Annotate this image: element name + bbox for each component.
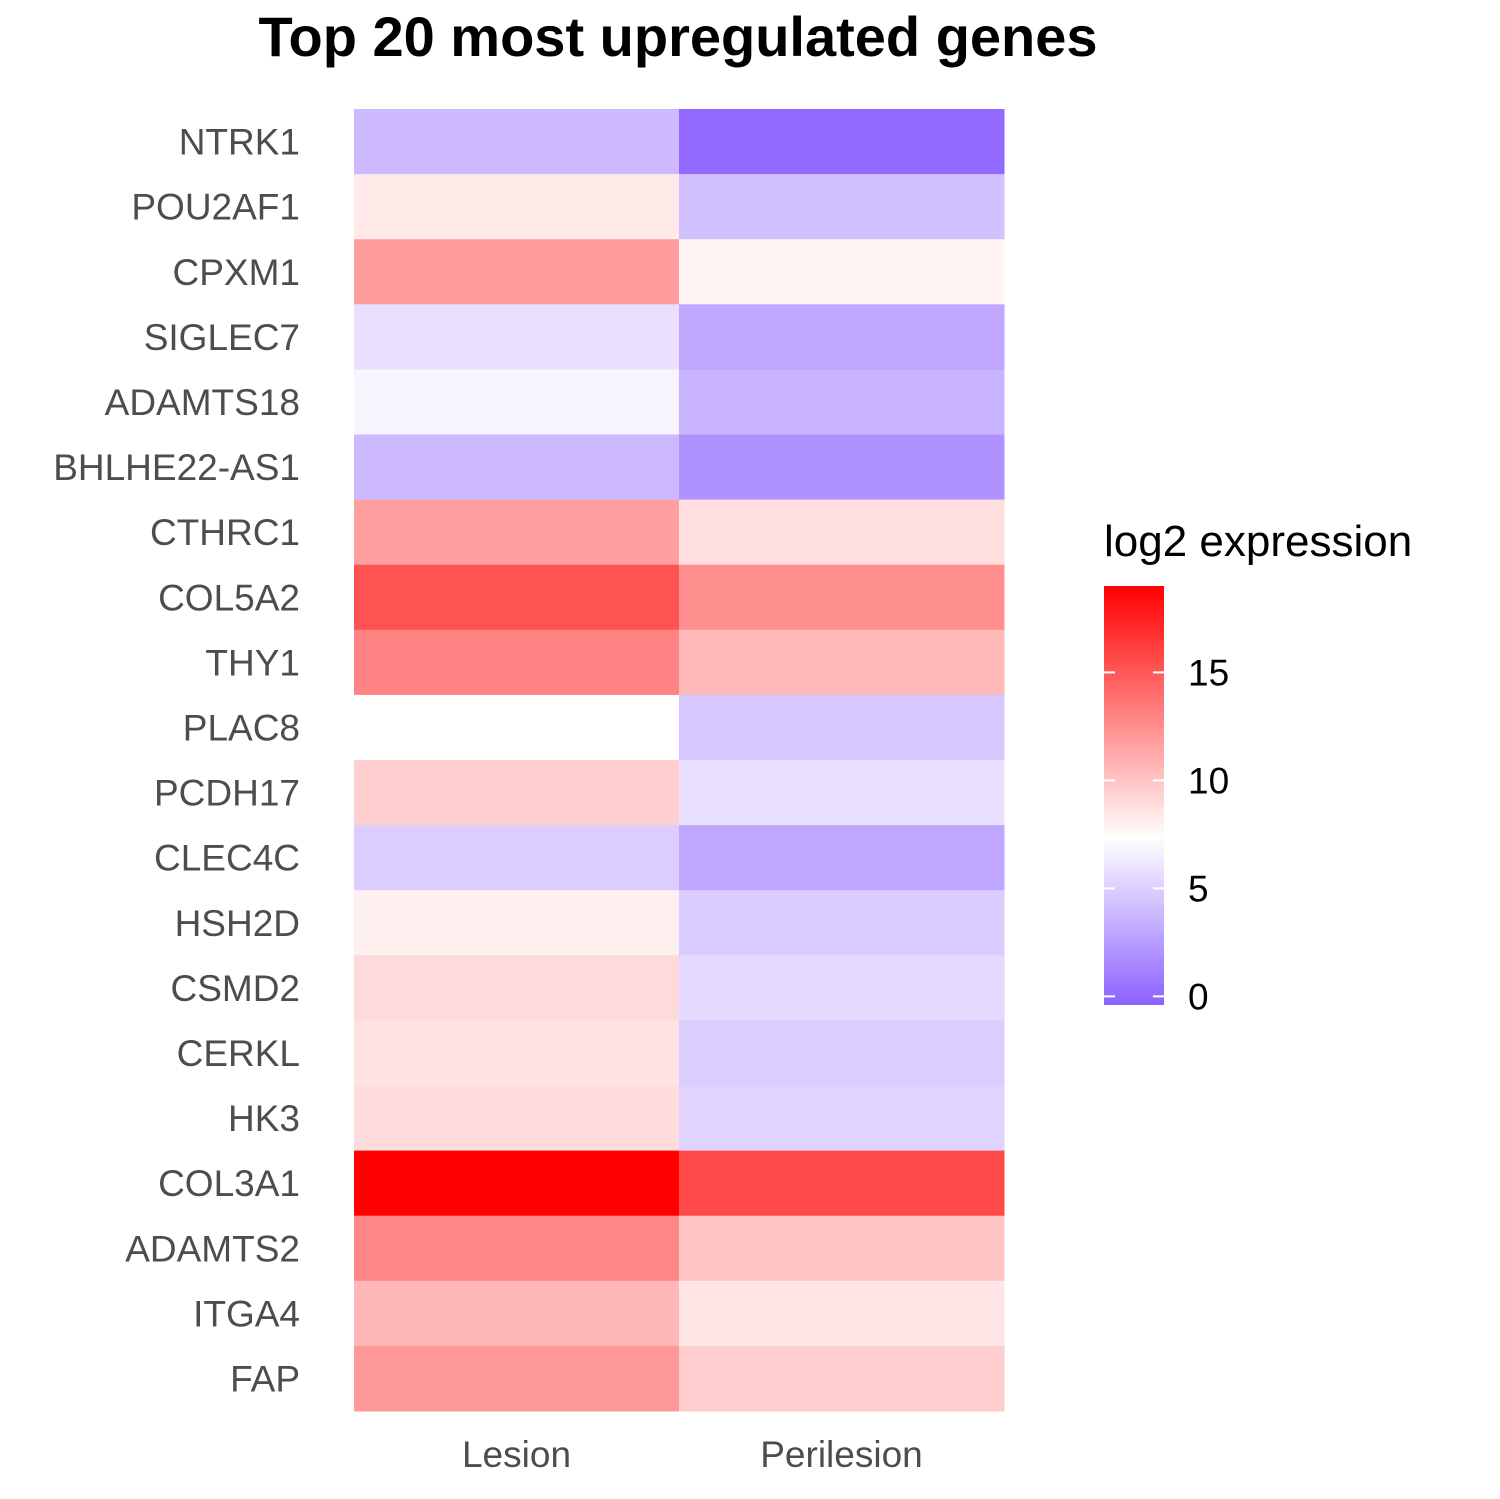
heatmap-cell-col3a1-perilesion xyxy=(679,1150,1005,1217)
heatmap-cell-cthrc1-lesion xyxy=(354,499,680,566)
heatmap-cell-ntrk1-lesion xyxy=(354,109,680,175)
heatmap-cell-itga4-lesion xyxy=(354,1280,680,1347)
heatmap-cell-siglec7-perilesion xyxy=(679,304,1005,370)
y-tick-label: CLEC4C xyxy=(154,838,300,879)
heatmap-cell-hk3-lesion xyxy=(354,1085,680,1152)
y-tick-label: POU2AF1 xyxy=(131,187,300,228)
heatmap-cell-fap-perilesion xyxy=(679,1345,1005,1412)
legend-ticks: 0 5 10 15 xyxy=(1104,652,1229,1017)
heatmap-cell-cerkl-perilesion xyxy=(679,1020,1005,1086)
y-tick-label: CERKL xyxy=(177,1033,300,1074)
heatmap-cell-cerkl-lesion xyxy=(354,1020,680,1086)
legend-title: log2 expression xyxy=(1104,517,1412,566)
y-tick-label: HK3 xyxy=(228,1098,300,1139)
heatmap-cell-plac8-perilesion xyxy=(679,694,1005,761)
heatmap-cell-plac8-lesion xyxy=(354,694,680,761)
heatmap-cell-col5a2-lesion xyxy=(354,564,680,631)
heatmap-cell-csmd2-lesion xyxy=(354,955,680,1021)
heatmap-cell-hsh2d-perilesion xyxy=(679,890,1005,956)
color-legend: log2 expression 0 5 10 15 xyxy=(1104,517,1412,1017)
legend-color-bar xyxy=(1104,586,1164,1005)
heatmap-cell-csmd2-perilesion xyxy=(679,955,1005,1021)
heatmap-cell-thy1-lesion xyxy=(354,629,680,696)
heatmap-cell-itga4-perilesion xyxy=(679,1280,1005,1347)
heatmap-cell-ntrk1-perilesion xyxy=(679,109,1005,175)
heatmap-cell-cpxm1-perilesion xyxy=(679,239,1005,305)
y-tick-label: CTHRC1 xyxy=(150,512,300,553)
heatmap-cell-fap-lesion xyxy=(354,1345,680,1412)
heatmap-cell-pou2af1-lesion xyxy=(354,174,680,240)
x-tick-label: Perilesion xyxy=(760,1434,922,1475)
y-axis-tick-labels: NTRK1 POU2AF1 CPXM1 SIGLEC7 ADAMTS18 BHLHE22-… xyxy=(53,122,300,1400)
heatmap-cell-pcdh17-lesion xyxy=(354,760,680,826)
y-tick-label: THY1 xyxy=(205,642,300,683)
heatmap-cell-adamts2-perilesion xyxy=(679,1215,1005,1282)
y-tick-label: ADAMTS18 xyxy=(105,382,300,423)
heatmap-cell-clec4c-perilesion xyxy=(679,825,1005,891)
x-tick-label: Lesion xyxy=(462,1434,571,1475)
heatmap-cell-pou2af1-perilesion xyxy=(679,174,1005,240)
heatmap-cell-bhlhe22-as1-perilesion xyxy=(679,434,1005,501)
heatmap-cell-hsh2d-lesion xyxy=(354,890,680,956)
heatmap-cell-cpxm1-lesion xyxy=(354,239,680,305)
heatmap-cell-clec4c-lesion xyxy=(354,825,680,891)
y-tick-label: PLAC8 xyxy=(183,707,300,748)
y-tick-label: CPXM1 xyxy=(173,252,300,293)
legend-tick-label: 5 xyxy=(1188,868,1209,909)
y-tick-label: PCDH17 xyxy=(154,773,300,814)
heatmap-cell-bhlhe22-as1-lesion xyxy=(354,434,680,501)
y-tick-label: ADAMTS2 xyxy=(125,1228,300,1269)
y-tick-label: COL3A1 xyxy=(158,1163,300,1204)
heatmap-cell-adamts18-perilesion xyxy=(679,369,1005,435)
legend-tick-label: 15 xyxy=(1188,652,1229,693)
y-tick-label: HSH2D xyxy=(175,903,300,944)
heatmap-cell-adamts18-lesion xyxy=(354,369,680,435)
x-axis-tick-labels: Lesion Perilesion xyxy=(462,1434,923,1475)
heatmap-cell-siglec7-lesion xyxy=(354,304,680,370)
heatmap-cells xyxy=(354,109,1005,1412)
y-tick-label: SIGLEC7 xyxy=(144,317,300,358)
y-tick-label: COL5A2 xyxy=(158,577,300,618)
y-tick-label: BHLHE22-AS1 xyxy=(53,447,300,488)
legend-tick-label: 10 xyxy=(1188,760,1229,801)
y-tick-label: ITGA4 xyxy=(193,1293,300,1334)
heatmap-cell-thy1-perilesion xyxy=(679,629,1005,696)
heatmap-cell-adamts2-lesion xyxy=(354,1215,680,1282)
heatmap-cell-cthrc1-perilesion xyxy=(679,499,1005,566)
y-tick-label: CSMD2 xyxy=(170,968,300,1009)
heatmap-cell-pcdh17-perilesion xyxy=(679,760,1005,826)
chart-title: Top 20 most upregulated genes xyxy=(258,5,1097,68)
legend-tick-label: 0 xyxy=(1188,976,1209,1017)
heatmap-cell-hk3-perilesion xyxy=(679,1085,1005,1152)
heatmap-cell-col3a1-lesion xyxy=(354,1150,680,1217)
heatmap-cell-col5a2-perilesion xyxy=(679,564,1005,631)
y-tick-label: FAP xyxy=(230,1358,300,1399)
y-tick-label: NTRK1 xyxy=(179,122,300,163)
